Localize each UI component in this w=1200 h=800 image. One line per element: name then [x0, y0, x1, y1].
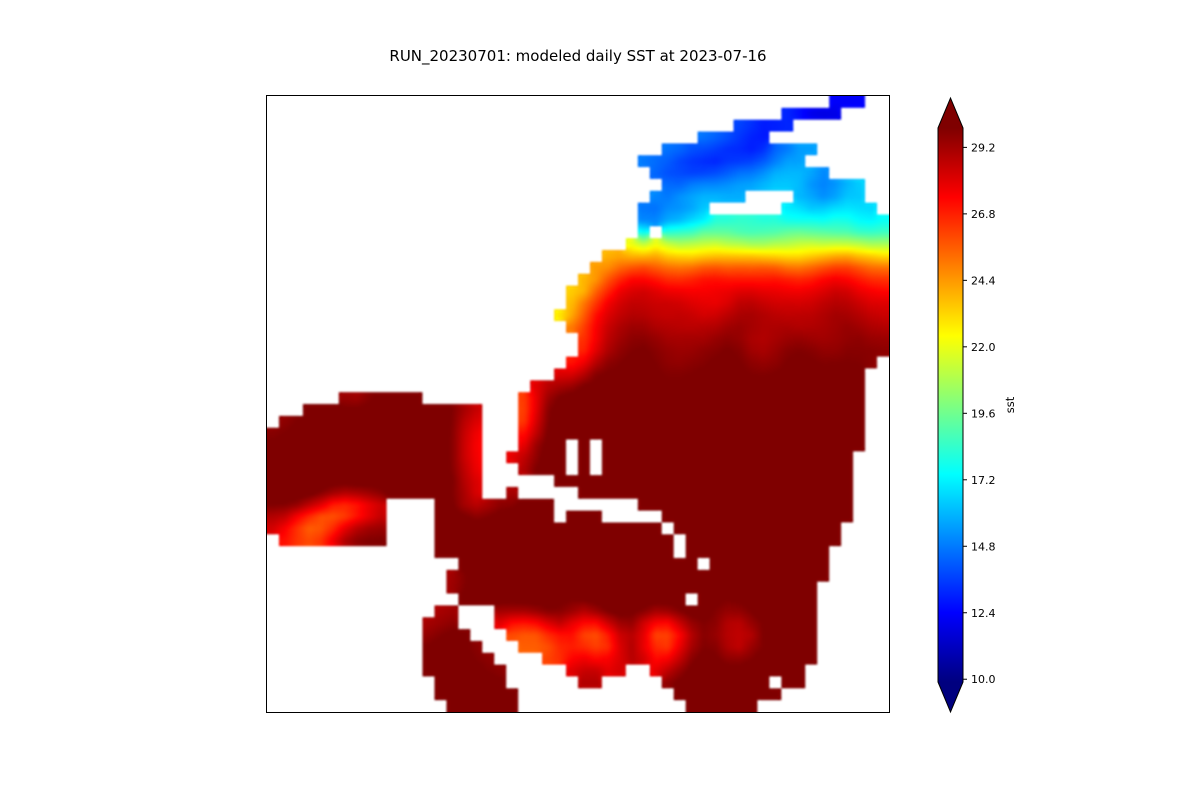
colorbar-tick-label: 10.0: [971, 673, 996, 686]
colorbar-tick-label: 26.8: [971, 208, 996, 221]
sst-heatmap-canvas: [267, 96, 889, 712]
colorbar-svg: 10.0 12.4 14.8 17.2 19.6 22.0 24.4 26.8 29.2 sst: [937, 96, 1017, 714]
figure-title: RUN_20230701: modeled daily SST at 2023-…: [389, 47, 767, 65]
colorbar-tick-label: 12.4: [971, 607, 996, 620]
colorbar-tick-label: 29.2: [971, 141, 996, 154]
colorbar-extend-max-arrow: [938, 98, 963, 128]
colorbar-tick-label: 22.0: [971, 341, 996, 354]
colorbar-label: sst: [1003, 396, 1017, 413]
colorbar-tick-label: 14.8: [971, 540, 996, 553]
colorbar-tick-label: 19.6: [971, 407, 996, 420]
colorbar-tick-label: 17.2: [971, 474, 996, 487]
colorbar-gradient: [938, 128, 963, 682]
colorbar-tick-label: 24.4: [971, 274, 996, 287]
colorbar: 10.0 12.4 14.8 17.2 19.6 22.0 24.4 26.8 29.2 sst: [936, 95, 1056, 715]
colorbar-extend-min-arrow: [938, 682, 963, 712]
map-axes: [266, 95, 890, 713]
colorbar-outline: [937, 96, 964, 714]
